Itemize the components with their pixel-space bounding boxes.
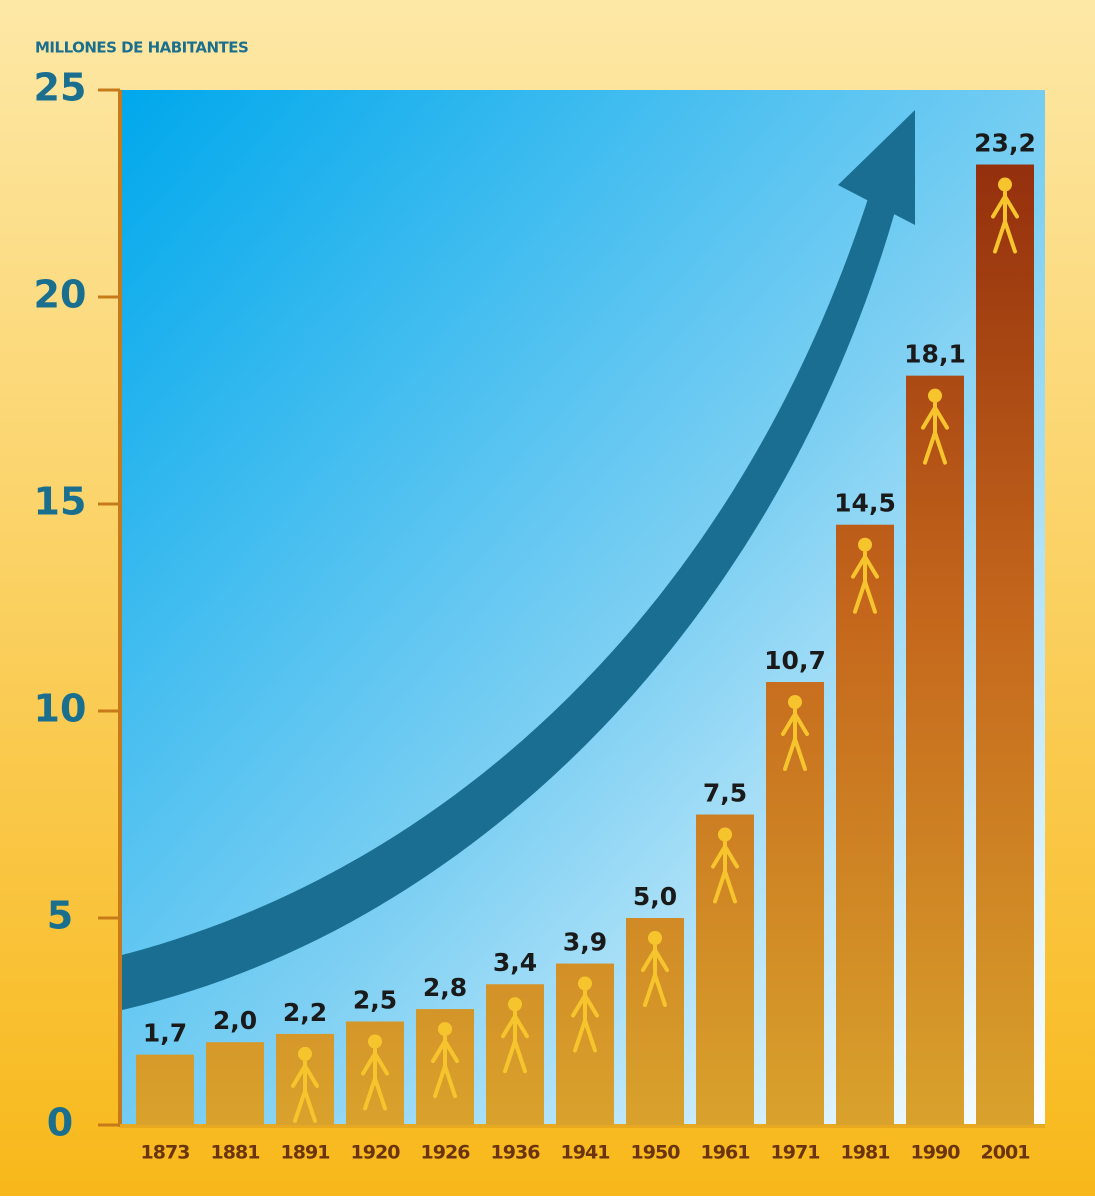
bar bbox=[766, 682, 824, 1125]
bar bbox=[206, 1042, 264, 1125]
person-icon bbox=[648, 931, 662, 945]
value-label: 14,5 bbox=[834, 489, 896, 518]
x-tick-label: 1891 bbox=[281, 1142, 330, 1164]
value-label: 2,8 bbox=[423, 973, 467, 1002]
y-tick-label: 5 bbox=[47, 894, 73, 938]
x-tick-label: 1971 bbox=[771, 1142, 820, 1164]
person-icon bbox=[438, 1022, 452, 1036]
y-tick-label: 20 bbox=[34, 273, 87, 317]
bar bbox=[976, 165, 1034, 1125]
bar bbox=[906, 376, 964, 1125]
value-label: 3,9 bbox=[563, 928, 607, 957]
person-icon bbox=[928, 389, 942, 403]
x-tick-label: 1961 bbox=[701, 1142, 750, 1164]
person-icon bbox=[298, 1047, 312, 1061]
x-tick-label: 1926 bbox=[421, 1142, 471, 1164]
x-tick-label: 1941 bbox=[561, 1142, 610, 1164]
value-label: 3,4 bbox=[493, 948, 537, 977]
person-icon bbox=[858, 538, 872, 552]
value-label: 2,5 bbox=[353, 986, 397, 1015]
x-tick-label: 1950 bbox=[631, 1142, 681, 1164]
x-tick-label: 2001 bbox=[981, 1142, 1030, 1164]
y-tick-label: 0 bbox=[47, 1101, 73, 1145]
value-label: 2,2 bbox=[283, 998, 327, 1027]
value-label: 23,2 bbox=[974, 129, 1036, 158]
value-label: 10,7 bbox=[764, 646, 826, 675]
bar bbox=[136, 1055, 194, 1125]
y-tick-label: 25 bbox=[34, 66, 87, 110]
person-icon bbox=[998, 178, 1012, 192]
x-tick-label: 1873 bbox=[141, 1142, 190, 1164]
x-tick-label: 1920 bbox=[351, 1142, 401, 1164]
x-tick-label: 1981 bbox=[841, 1142, 890, 1164]
value-label: 18,1 bbox=[904, 340, 966, 369]
x-tick-label: 1990 bbox=[911, 1142, 961, 1164]
value-label: 2,0 bbox=[213, 1006, 257, 1035]
y-tick-label: 10 bbox=[34, 687, 87, 731]
x-tick-label: 1936 bbox=[491, 1142, 541, 1164]
y-tick-label: 15 bbox=[34, 480, 87, 524]
value-label: 1,7 bbox=[143, 1019, 187, 1048]
person-icon bbox=[578, 977, 592, 991]
value-label: 7,5 bbox=[703, 779, 747, 808]
bar bbox=[836, 525, 894, 1125]
person-icon bbox=[788, 695, 802, 709]
person-icon bbox=[508, 997, 522, 1011]
x-tick-label: 1881 bbox=[211, 1142, 260, 1164]
chart: MILLONES DE HABITANTES 0 5 10 15 20 25 1873 1,7… bbox=[0, 0, 1095, 1196]
person-icon bbox=[718, 828, 732, 842]
person-icon bbox=[368, 1035, 382, 1049]
axis-title: MILLONES DE HABITANTES bbox=[35, 39, 248, 57]
value-label: 5,0 bbox=[633, 882, 677, 911]
